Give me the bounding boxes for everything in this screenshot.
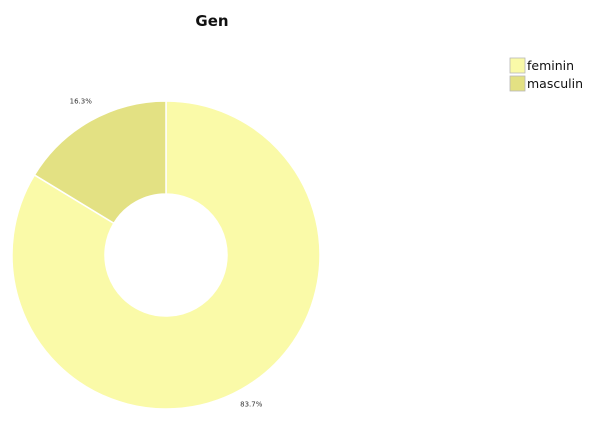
legend-swatch-masculin (509, 75, 526, 92)
slice-feminin (11, 100, 321, 410)
donut-slices (11, 100, 321, 410)
slice-masculin (33, 100, 167, 225)
legend-label-feminin: feminin (527, 58, 574, 73)
legend: feminin masculin (509, 57, 583, 92)
slice-label-masculin: 16.3% (70, 97, 93, 105)
slice-label-feminin: 83.7% (240, 401, 263, 409)
chart-title: Gen (195, 12, 228, 30)
legend-label-masculin: masculin (527, 76, 583, 91)
slice-labels: 83.7% 16.3% (70, 97, 263, 408)
legend-swatch-feminin (509, 57, 526, 74)
